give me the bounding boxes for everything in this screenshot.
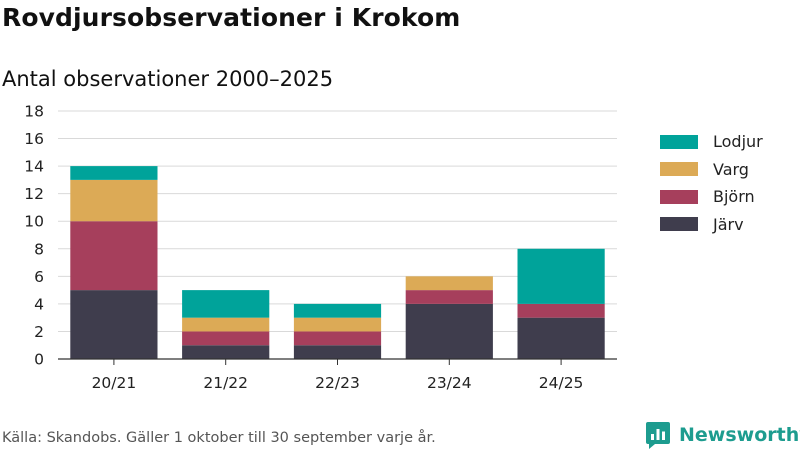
- legend-item-lodjur: Lodjur: [660, 128, 763, 156]
- bar-lodjur-21/22: [182, 290, 270, 318]
- legend-label: Varg: [713, 159, 749, 179]
- x-tick-label: 22/23: [315, 374, 360, 392]
- x-tick-label: 23/24: [427, 374, 472, 392]
- bar-järv-22/23: [293, 345, 382, 359]
- legend-swatch: [660, 162, 698, 177]
- bar-björn-20/21: [70, 221, 158, 291]
- y-tick-label: 14: [24, 158, 44, 176]
- bar-lodjur-22/23: [293, 303, 382, 318]
- bar-björn-22/23: [293, 331, 382, 346]
- y-tick-label: 10: [24, 213, 44, 231]
- y-tick-label: 12: [24, 185, 44, 203]
- axes: 0 2 4 6 8 10 12 14 16 18 20/21 21/22 22/23 23/24 24/25: [24, 103, 617, 392]
- bar-chart-speech-icon: [646, 422, 670, 449]
- y-tick-label: 0: [34, 351, 44, 369]
- bar-lodjur-24/25: [517, 248, 605, 304]
- bar-björn-24/25: [517, 303, 605, 318]
- bars: [70, 166, 605, 359]
- bar-järv-23/24: [405, 303, 493, 359]
- bar-järv-24/25: [517, 317, 605, 359]
- x-tick-label: 24/25: [539, 374, 584, 392]
- bar-varg-22/23: [293, 317, 382, 332]
- chart-subtitle: Antal observationer 2000–2025: [2, 67, 334, 91]
- legend-item-järv: Järv: [660, 211, 763, 239]
- brand-logo[interactable]: Newsworthy: [645, 420, 800, 450]
- bar-varg-20/21: [70, 179, 158, 222]
- x-tick-label: 21/22: [203, 374, 248, 392]
- legend-label: Björn: [713, 187, 755, 207]
- y-tick-label: 18: [24, 103, 44, 121]
- legend-swatch: [660, 134, 698, 149]
- x-tick-label: 20/21: [92, 374, 137, 392]
- legend-item-björn: Björn: [660, 183, 763, 211]
- bar-björn-21/22: [182, 331, 270, 346]
- bar-varg-21/22: [182, 317, 270, 332]
- chart-title: Rovdjursobservationer i Krokom: [2, 3, 461, 32]
- y-tick-label: 16: [24, 130, 44, 148]
- y-tick-label: 8: [34, 240, 44, 258]
- legend-swatch: [660, 217, 698, 232]
- bar-lodjur-20/21: [70, 166, 158, 180]
- bar-björn-23/24: [405, 290, 493, 304]
- bar-varg-23/24: [405, 276, 493, 291]
- legend: Lodjur Varg Björn Järv: [660, 128, 763, 238]
- bar-järv-21/22: [182, 345, 270, 359]
- legend-label: Lodjur: [713, 132, 763, 152]
- legend-item-varg: Varg: [660, 156, 763, 184]
- bar-järv-20/21: [70, 290, 158, 359]
- stacked-bar-chart: 0 2 4 6 8 10 12 14 16 18 20/21 21/22 22/23 23/24 24/25: [24, 103, 617, 392]
- y-tick-label: 2: [34, 323, 44, 341]
- source-note: Källa: Skandobs. Gäller 1 oktober till 3…: [2, 430, 436, 446]
- legend-label: Järv: [713, 214, 744, 234]
- y-tick-label: 4: [34, 295, 44, 313]
- legend-swatch: [660, 189, 698, 204]
- brand-name: Newsworthy: [679, 424, 800, 446]
- y-tick-label: 6: [34, 268, 44, 286]
